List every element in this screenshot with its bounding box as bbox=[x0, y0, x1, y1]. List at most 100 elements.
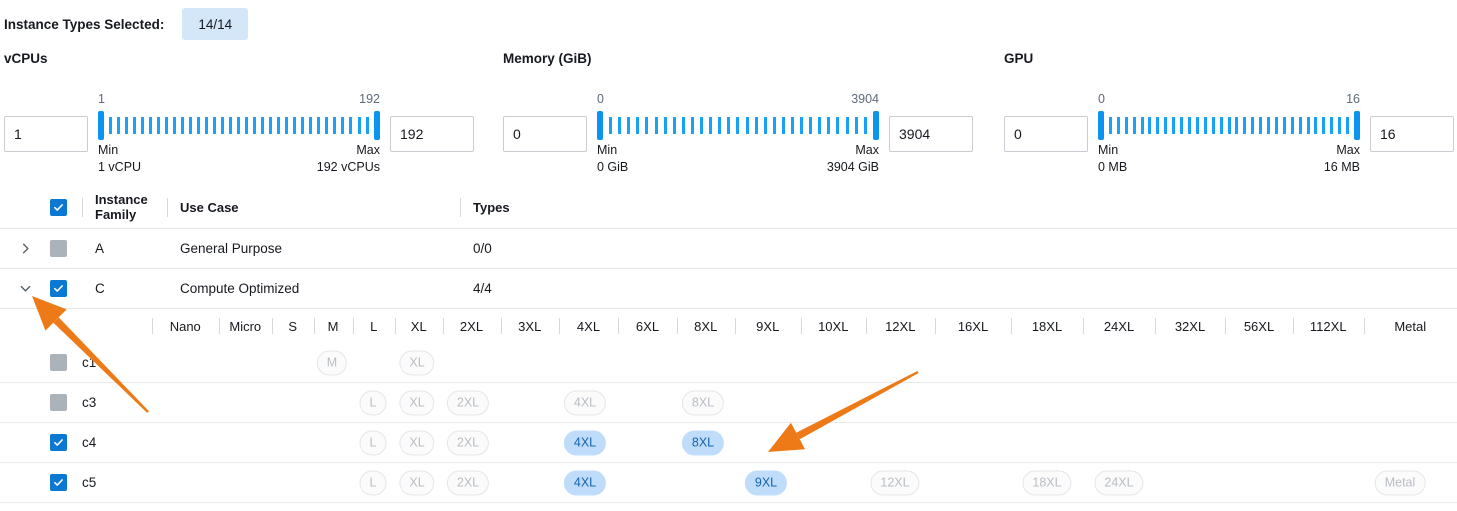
slider-tick bbox=[1290, 116, 1294, 134]
family-checkbox[interactable] bbox=[50, 240, 67, 257]
row-divider-spacer bbox=[460, 239, 461, 258]
filter-memory: Memory (GiB) 0 3904 Min 0 GiB Max 3904 G… bbox=[503, 51, 973, 174]
slider-tick bbox=[301, 116, 305, 134]
instance-checkbox[interactable] bbox=[50, 434, 67, 451]
slider-thumb-max[interactable] bbox=[373, 110, 380, 140]
size-pill[interactable]: XL bbox=[399, 470, 435, 495]
vcpus-max-input[interactable] bbox=[390, 116, 474, 152]
size-pill[interactable]: 12XL bbox=[870, 470, 920, 495]
filter-title-gpu: GPU bbox=[1004, 51, 1034, 66]
size-pill[interactable]: L bbox=[359, 390, 387, 415]
slider-tick bbox=[1203, 116, 1207, 134]
slider-tick bbox=[269, 116, 273, 134]
size-column-divider bbox=[677, 318, 678, 334]
family-row[interactable]: A General Purpose 0/0 bbox=[0, 229, 1457, 269]
slider-tick bbox=[1116, 116, 1120, 134]
vcpus-min-input[interactable] bbox=[4, 116, 88, 152]
slider-tick bbox=[333, 116, 337, 134]
memory-range-slider[interactable] bbox=[597, 110, 879, 140]
family-use-case: Compute Optimized bbox=[180, 281, 300, 296]
family-checkbox-cell[interactable] bbox=[50, 280, 82, 297]
slider-tick bbox=[690, 116, 694, 134]
size-column-label: 24XL bbox=[1103, 318, 1135, 334]
size-pill-selected[interactable]: 8XL bbox=[681, 430, 725, 455]
slider-tick bbox=[1243, 116, 1247, 134]
memory-scale-high: 3904 bbox=[851, 92, 879, 106]
select-all-checkbox[interactable] bbox=[50, 198, 67, 216]
family-expand-cell[interactable] bbox=[14, 278, 50, 300]
row-divider-spacer bbox=[82, 239, 83, 258]
size-column-header: 112XL bbox=[1293, 318, 1364, 334]
size-pill[interactable]: L bbox=[359, 430, 387, 455]
slider-tick bbox=[1219, 116, 1223, 134]
slider-thumb-min[interactable] bbox=[98, 110, 104, 140]
size-pill[interactable]: L bbox=[359, 470, 387, 495]
family-types-count: 0/0 bbox=[473, 241, 492, 256]
memory-min-input[interactable] bbox=[503, 116, 587, 152]
size-pill[interactable]: 8XL bbox=[681, 390, 725, 415]
instance-pill-track: L XL 2XL 4XL 9XL 12XL 18XL 24XL Metal bbox=[0, 463, 1457, 502]
size-column-header: 4XL bbox=[559, 318, 618, 334]
filter-title-memory: Memory (GiB) bbox=[503, 51, 592, 66]
size-pill[interactable]: Metal bbox=[1374, 470, 1426, 495]
size-pill[interactable]: 2XL bbox=[446, 430, 490, 455]
row-divider-spacer bbox=[167, 279, 168, 298]
size-column-header: 3XL bbox=[500, 318, 560, 334]
gpu-min-input[interactable] bbox=[1004, 116, 1088, 152]
instance-row[interactable]: c5 L XL 2XL 4XL 9XL 12XL 18XL 24XL Metal bbox=[0, 463, 1457, 503]
chevron-down-icon[interactable] bbox=[14, 278, 36, 300]
size-pill[interactable]: M bbox=[316, 350, 348, 375]
size-pill[interactable]: 4XL bbox=[563, 390, 607, 415]
gpu-max-input[interactable] bbox=[1370, 116, 1454, 152]
size-pill[interactable]: 2XL bbox=[446, 390, 490, 415]
vcpus-range-slider[interactable] bbox=[98, 110, 380, 140]
size-pill-selected[interactable]: 4XL bbox=[563, 430, 607, 455]
size-column-divider bbox=[395, 318, 396, 334]
slider-tick bbox=[1172, 116, 1176, 134]
size-pill[interactable]: XL bbox=[399, 390, 435, 415]
family-row[interactable]: C Compute Optimized 4/4 bbox=[0, 269, 1457, 309]
instance-row[interactable]: c1 M XL bbox=[0, 343, 1457, 383]
size-pill-selected[interactable]: 4XL bbox=[563, 470, 607, 495]
size-column-divider bbox=[865, 318, 867, 334]
slider-tick bbox=[1211, 116, 1215, 134]
slider-thumb-max[interactable] bbox=[872, 110, 879, 140]
size-column-divider bbox=[152, 318, 153, 334]
size-pill[interactable]: XL bbox=[399, 350, 435, 375]
gpu-range-slider[interactable] bbox=[1098, 110, 1360, 140]
family-checkbox[interactable] bbox=[50, 280, 67, 297]
slider-tick bbox=[197, 116, 201, 134]
size-column-label: M bbox=[327, 318, 339, 334]
slider-tick bbox=[189, 116, 193, 134]
instance-name: c4 bbox=[82, 435, 97, 450]
instance-row[interactable]: c3 L XL 2XL 4XL 8XL bbox=[0, 383, 1457, 423]
family-expand-cell[interactable] bbox=[14, 238, 50, 260]
select-all-checkbox-cell[interactable] bbox=[50, 198, 82, 216]
chevron-right-icon[interactable] bbox=[14, 238, 36, 260]
family-checkbox-cell[interactable] bbox=[50, 240, 82, 257]
slider-tick bbox=[1346, 116, 1350, 134]
memory-max-input[interactable] bbox=[889, 116, 973, 152]
size-pill[interactable]: XL bbox=[399, 430, 435, 455]
instance-row[interactable]: c4 L XL 2XL 4XL 8XL bbox=[0, 423, 1457, 463]
size-column-divider bbox=[272, 318, 273, 334]
slider-tick bbox=[213, 116, 217, 134]
size-pill-selected[interactable]: 9XL bbox=[744, 470, 788, 495]
slider-thumb-min[interactable] bbox=[1098, 110, 1104, 140]
memory-scale-low: 0 bbox=[597, 92, 604, 106]
size-column-divider bbox=[1011, 318, 1012, 334]
size-pill[interactable]: 18XL bbox=[1022, 470, 1072, 495]
slider-thumb-min[interactable] bbox=[597, 110, 603, 140]
slider-tick bbox=[645, 116, 649, 134]
slider-tick bbox=[1108, 116, 1112, 134]
size-pill[interactable]: 24XL bbox=[1094, 470, 1144, 495]
filter-vcpus: vCPUs 1 192 Min 1 vCPU Max 192 vCPUs bbox=[4, 52, 474, 174]
instance-checkbox-cell[interactable] bbox=[50, 434, 82, 451]
size-column-label: 16XL bbox=[957, 318, 989, 334]
slider-thumb-max[interactable] bbox=[1354, 110, 1360, 140]
instance-checkbox[interactable] bbox=[50, 474, 67, 491]
slider-tick bbox=[173, 116, 177, 134]
size-pill[interactable]: 2XL bbox=[446, 470, 490, 495]
instance-checkbox-cell[interactable] bbox=[50, 474, 82, 491]
slider-tick bbox=[618, 116, 622, 134]
